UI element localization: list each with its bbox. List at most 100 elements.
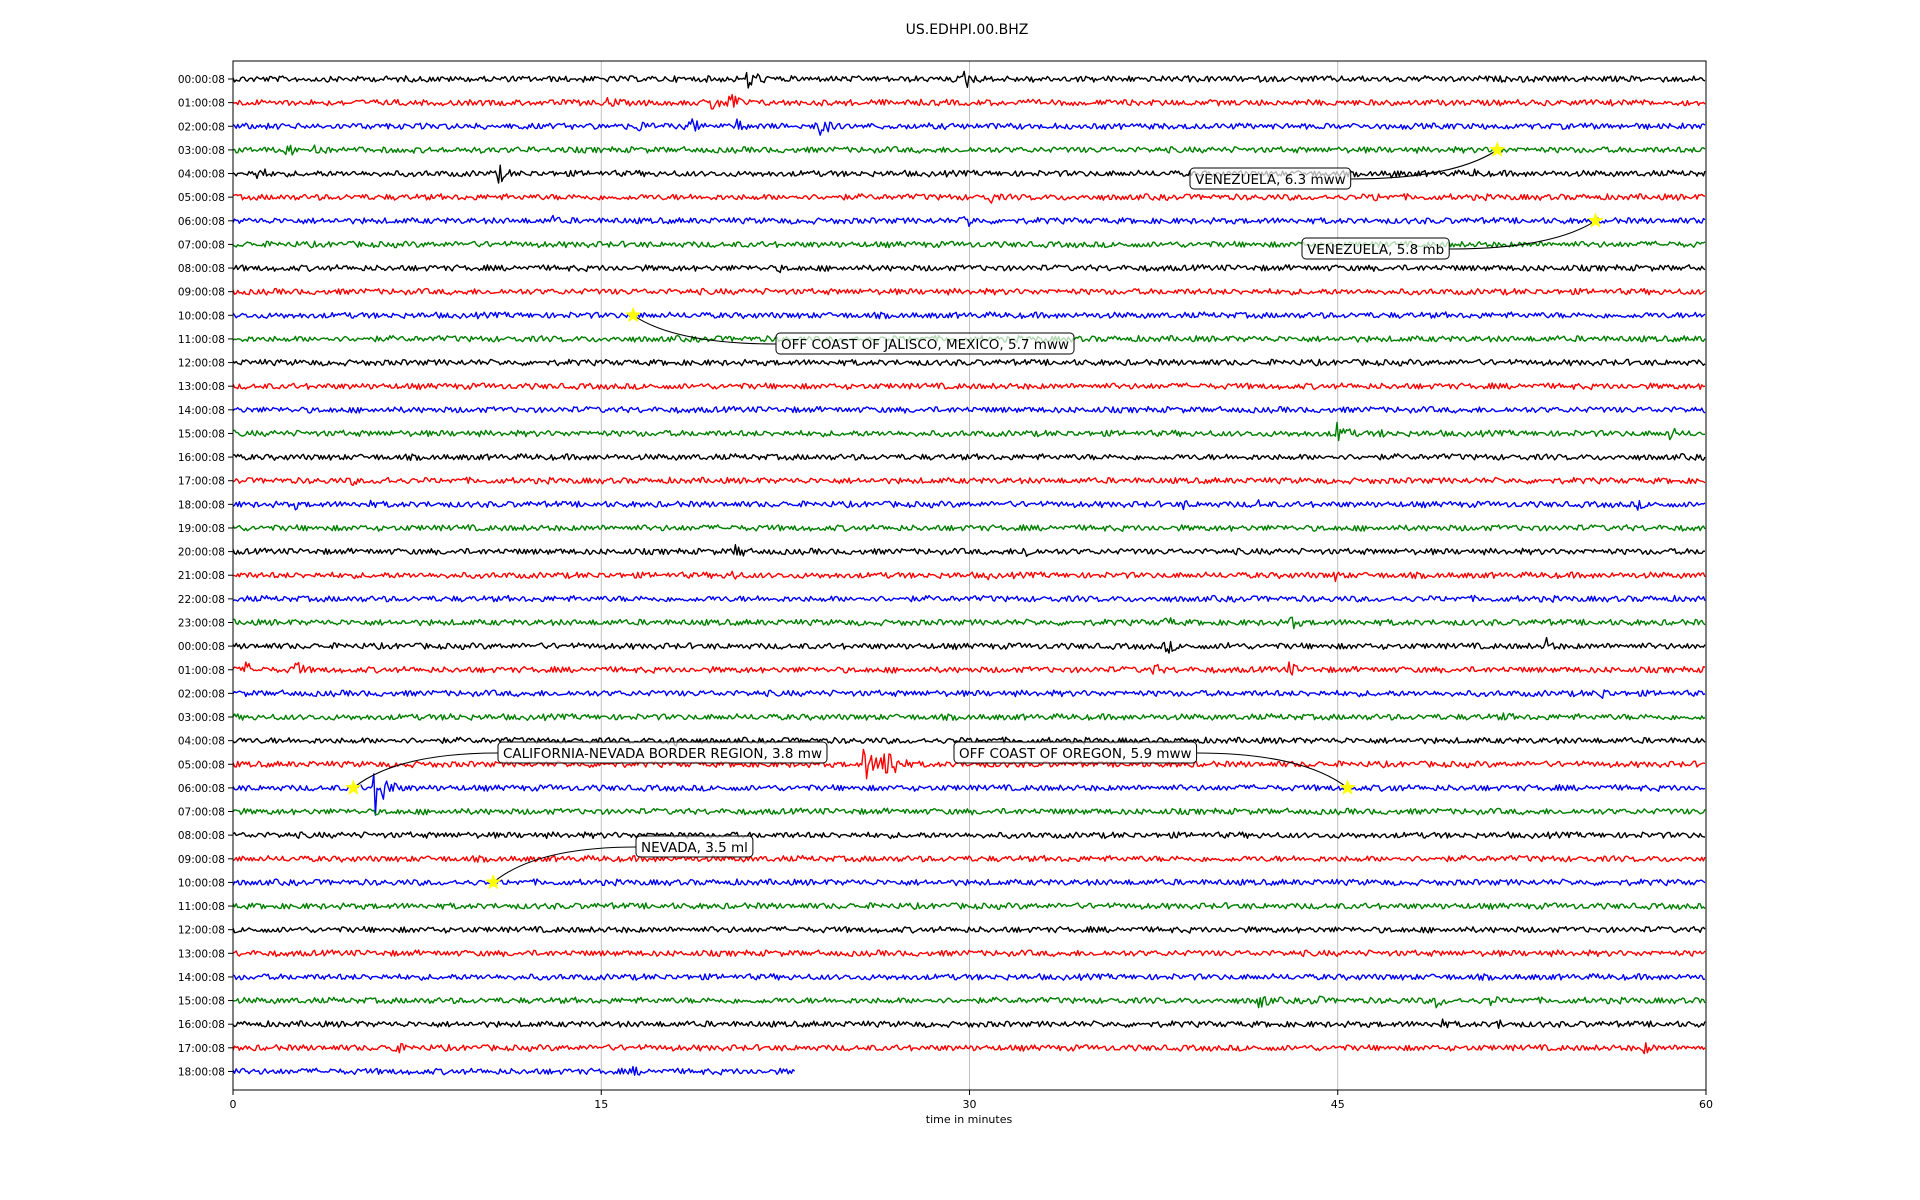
event-star-marker bbox=[484, 873, 502, 890]
event-connector bbox=[1196, 752, 1348, 789]
trace-line bbox=[232, 264, 1706, 274]
row-time-label: 23:00:08 bbox=[178, 617, 225, 629]
trace-line bbox=[232, 973, 1706, 981]
row-time-label: 22:00:08 bbox=[178, 594, 225, 606]
trace-line bbox=[232, 544, 1705, 557]
row-time-label: 03:00:08 bbox=[178, 712, 225, 724]
trace-line bbox=[232, 240, 1706, 249]
row-time-label: 12:00:08 bbox=[178, 358, 225, 370]
row-time-label: 16:00:08 bbox=[178, 1019, 225, 1031]
event-label: OFF COAST OF OREGON, 5.9 mww bbox=[959, 746, 1192, 762]
trace-line bbox=[232, 93, 1706, 110]
trace-line bbox=[232, 144, 1706, 156]
x-axis-label: time in minutes bbox=[926, 1113, 1013, 1126]
row-time-label: 17:00:08 bbox=[178, 1043, 225, 1055]
row-time-label: 01:00:08 bbox=[178, 98, 225, 110]
row-time-label: 00:00:08 bbox=[178, 74, 225, 86]
row-time-label: 08:00:08 bbox=[178, 263, 225, 275]
trace-line bbox=[232, 421, 1706, 442]
event-annotations: VENEZUELA, 6.3 mww VENEZUELA, 5.8 mb OFF C… bbox=[345, 141, 1604, 890]
event-annotation: NEVADA, 3.5 ml bbox=[484, 835, 754, 890]
trace-line bbox=[232, 748, 1706, 780]
row-time-label: 09:00:08 bbox=[178, 287, 225, 299]
row-time-label: 21:00:08 bbox=[178, 570, 225, 582]
traces bbox=[232, 70, 1706, 1076]
row-time-label: 09:00:08 bbox=[178, 854, 225, 866]
row-time-label: 16:00:08 bbox=[178, 452, 225, 464]
event-annotation: VENEZUELA, 5.8 mb bbox=[1301, 212, 1604, 260]
x-tick-label: 15 bbox=[594, 1098, 608, 1111]
event-label: VENEZUELA, 5.8 mb bbox=[1307, 242, 1444, 258]
trace-line bbox=[232, 70, 1706, 89]
trace-line bbox=[232, 995, 1706, 1009]
trace-line bbox=[232, 736, 1706, 747]
row-time-label: 02:00:08 bbox=[178, 121, 225, 133]
trace-line bbox=[232, 1065, 796, 1076]
event-label: OFF COAST OF JALISCO, MEXICO, 5.7 mww bbox=[781, 337, 1069, 353]
row-time-label: 04:00:08 bbox=[178, 169, 225, 181]
row-time-label: 11:00:08 bbox=[178, 334, 225, 346]
row-time-label: 13:00:08 bbox=[178, 381, 225, 393]
row-time-label: 03:00:08 bbox=[178, 145, 225, 157]
trace-line bbox=[232, 476, 1706, 487]
event-connector bbox=[352, 752, 499, 789]
row-time-label: 01:00:08 bbox=[178, 665, 225, 677]
row-time-label: 05:00:08 bbox=[178, 759, 225, 771]
trace-line bbox=[232, 287, 1706, 296]
trace-line bbox=[232, 311, 1706, 320]
trace-line bbox=[232, 594, 1706, 603]
trace-line bbox=[232, 1018, 1706, 1029]
row-time-label: 10:00:08 bbox=[178, 877, 225, 889]
row-time-label: 07:00:08 bbox=[178, 807, 225, 819]
x-tick-label: 45 bbox=[1331, 1098, 1345, 1111]
event-label: VENEZUELA, 6.3 mww bbox=[1195, 172, 1346, 188]
trace-line bbox=[232, 773, 1706, 816]
trace-line bbox=[232, 405, 1706, 414]
event-connector bbox=[492, 846, 637, 883]
trace-line bbox=[232, 164, 1706, 184]
row-time-label: 18:00:08 bbox=[178, 499, 225, 511]
trace-line bbox=[232, 807, 1706, 816]
chart-title: US.EDHPI.00.BHZ bbox=[906, 22, 1029, 38]
event-label: NEVADA, 3.5 ml bbox=[641, 840, 748, 856]
trace-line bbox=[232, 214, 1706, 227]
row-time-label: 00:00:08 bbox=[178, 641, 225, 653]
row-labels: 00:00:08 01:00:08 02:00:08 03:00:08 04:00:08… bbox=[178, 74, 233, 1078]
row-time-label: 20:00:08 bbox=[178, 547, 225, 559]
x-tick-label: 0 bbox=[230, 1098, 237, 1111]
trace-line bbox=[233, 570, 1706, 583]
row-time-label: 18:00:08 bbox=[178, 1066, 225, 1078]
trace-line bbox=[232, 193, 1706, 204]
trace-line bbox=[232, 524, 1706, 532]
trace-line bbox=[232, 878, 1706, 887]
trace-line bbox=[232, 616, 1706, 630]
event-star-marker bbox=[1339, 779, 1356, 795]
row-time-label: 12:00:08 bbox=[178, 925, 225, 937]
event-connector bbox=[1449, 220, 1596, 250]
row-time-label: 08:00:08 bbox=[178, 830, 225, 842]
trace-line bbox=[232, 712, 1706, 722]
row-time-label: 15:00:08 bbox=[178, 996, 225, 1008]
trace-line bbox=[232, 661, 1706, 676]
row-time-label: 04:00:08 bbox=[178, 736, 225, 748]
event-star-marker bbox=[624, 306, 642, 323]
trace-line bbox=[232, 689, 1706, 699]
row-time-label: 02:00:08 bbox=[178, 688, 225, 700]
event-star-marker bbox=[345, 779, 362, 795]
trace-line bbox=[232, 831, 1706, 840]
row-time-label: 05:00:08 bbox=[178, 192, 225, 204]
trace-line bbox=[232, 358, 1706, 367]
row-time-label: 11:00:08 bbox=[178, 901, 225, 913]
trace-line bbox=[232, 902, 1706, 910]
trace-line bbox=[232, 382, 1706, 391]
event-connector bbox=[1350, 149, 1498, 180]
event-label: CALIFORNIA-NEVADA BORDER REGION, 3.8 mw bbox=[503, 746, 822, 762]
event-star-marker bbox=[1587, 212, 1604, 228]
event-annotation: CALIFORNIA-NEVADA BORDER REGION, 3.8 mw bbox=[345, 741, 828, 795]
event-annotation: OFF COAST OF JALISCO, MEXICO, 5.7 mww bbox=[624, 306, 1075, 355]
trace-line bbox=[232, 949, 1706, 958]
row-time-label: 14:00:08 bbox=[178, 405, 225, 417]
row-time-label: 14:00:08 bbox=[178, 972, 225, 984]
row-time-label: 19:00:08 bbox=[178, 523, 225, 535]
